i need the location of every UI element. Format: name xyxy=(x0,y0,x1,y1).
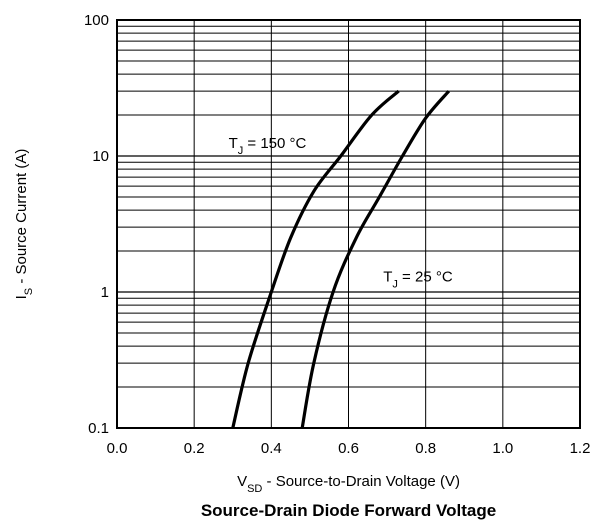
x-tick-label: 0.4 xyxy=(261,440,282,457)
chart-title: Source-Drain Diode Forward Voltage xyxy=(201,501,496,520)
x-axis-label: VSD - Source-to-Drain Voltage (V) xyxy=(237,473,460,495)
annotations: TJ = 150 °C TJ = 25 °C xyxy=(229,135,453,291)
x-tick-label: 0.8 xyxy=(415,440,436,457)
series-lines xyxy=(231,89,451,429)
x-tick-label: 1.0 xyxy=(492,440,513,457)
y-tick-label: 0.1 xyxy=(88,420,109,437)
y-tick-label: 1 xyxy=(101,284,109,301)
series-annotation: TJ = 25 °C xyxy=(383,269,453,291)
series-line-25c xyxy=(300,90,451,429)
x-tick-label: 1.2 xyxy=(570,440,591,457)
y-tick-label: 10 xyxy=(92,148,109,165)
x-tick-label: 0.6 xyxy=(338,440,359,457)
series-annotation: TJ = 150 °C xyxy=(229,135,307,157)
x-tick-label: 0.0 xyxy=(107,440,128,457)
y-tick-label: 100 xyxy=(84,12,109,29)
grid-lines xyxy=(116,20,581,429)
x-tick-label: 0.2 xyxy=(184,440,205,457)
y-axis-label: IS - Source Current (A) xyxy=(13,149,35,300)
series-line-150c xyxy=(231,89,400,429)
tick-labels: 0.0 0.2 0.4 0.6 0.8 1.0 1.2 0.1 1 10 100 xyxy=(84,12,590,457)
plot-frame xyxy=(116,19,581,429)
